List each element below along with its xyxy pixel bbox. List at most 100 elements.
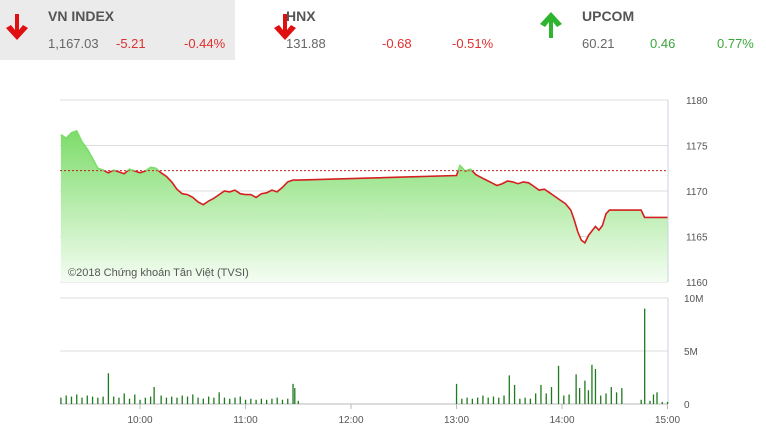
volume-bar <box>578 388 581 404</box>
volume-bar <box>487 397 489 404</box>
volume-bar <box>287 398 289 404</box>
volume-bar <box>123 393 125 404</box>
volume-bar <box>207 396 210 404</box>
volume-bar <box>244 399 247 404</box>
index-vnindex[interactable]: VN INDEX 1,167.03 -5.21 -0.44% <box>0 0 235 60</box>
volume-bar <box>297 400 299 404</box>
volume-bar <box>86 395 88 404</box>
volume-bar <box>519 398 521 404</box>
index-name: HNX <box>286 8 316 24</box>
volume-bar <box>223 397 226 404</box>
volume-bar <box>134 394 136 404</box>
index-percent: -0.44% <box>184 36 226 51</box>
volume-bar <box>656 392 658 404</box>
volume-bar <box>186 396 189 404</box>
volume-bar <box>271 398 273 404</box>
index-value: 1,167.03 <box>48 36 99 51</box>
volume-bar <box>557 365 560 404</box>
index-hnx[interactable]: HNX 131.88 -0.68 -0.51% <box>268 0 503 60</box>
time-tick-label: 10:00 <box>127 415 152 426</box>
volume-tick-label: 5M <box>684 347 698 358</box>
volume-bar <box>594 369 597 404</box>
volume-bar <box>91 396 94 404</box>
volume-bar <box>139 399 141 404</box>
volume-bar <box>260 398 263 404</box>
volume-bar <box>276 397 278 404</box>
volume-bar <box>97 397 99 404</box>
volume-bar <box>508 375 510 404</box>
volume-bar <box>70 396 73 404</box>
volume-bar <box>535 393 537 404</box>
volume-bar <box>575 374 577 404</box>
price-tick-label: 1165 <box>686 233 708 244</box>
index-change: -5.21 <box>116 36 146 51</box>
time-tick-label: 13:00 <box>444 415 469 426</box>
volume-bar <box>466 397 468 404</box>
index-change: 0.46 <box>650 36 676 51</box>
volume-bar <box>181 395 183 404</box>
volume-bar <box>545 393 547 404</box>
volume-bar <box>482 395 484 404</box>
volume-bar <box>503 395 505 404</box>
price-tick-label: 1175 <box>686 142 708 153</box>
volume-bar <box>649 400 651 404</box>
volume-bar <box>587 390 590 404</box>
index-header: VN INDEX 1,167.03 -5.21 -0.44% HNX 131.8… <box>0 0 766 60</box>
volume-bar <box>492 396 495 404</box>
index-change: -0.68 <box>382 36 412 51</box>
volume-bar <box>81 397 83 404</box>
volume-bar <box>524 397 526 404</box>
price-tick-label: 1160 <box>686 278 708 289</box>
volume-bar <box>229 398 231 404</box>
index-percent: -0.51% <box>452 36 494 51</box>
volume-bar <box>176 397 178 404</box>
volume-bar <box>128 398 131 404</box>
arrow-down-icon <box>274 14 296 40</box>
time-tick-label: 15:00 <box>655 415 680 426</box>
index-upcom[interactable]: UPCOM 60.21 0.46 0.77% <box>534 0 766 60</box>
index-value: 60.21 <box>582 36 615 51</box>
volume-bar <box>102 396 104 404</box>
volume-bar <box>153 387 155 404</box>
volume-bar <box>149 396 152 404</box>
volume-bar <box>661 401 663 404</box>
volume-bar <box>540 384 542 404</box>
watermark: ©2018 Chứng khoán Tân Việt (TVSI) <box>68 267 249 279</box>
price-area <box>60 130 668 282</box>
volume-bar <box>281 399 284 404</box>
volume-bar <box>113 396 115 404</box>
time-tick-label: 14:00 <box>549 415 574 426</box>
volume-bar <box>644 308 646 404</box>
volume-bar <box>239 396 241 404</box>
arrow-up-icon <box>540 12 562 38</box>
volume-bar <box>455 383 458 404</box>
volume-bar <box>666 401 669 404</box>
volume-bar <box>213 397 215 404</box>
volume-bar <box>600 395 602 404</box>
volume-bar <box>250 398 252 404</box>
volume-bar <box>605 393 607 404</box>
price-tick-label: 1180 <box>686 96 708 107</box>
volume-bar <box>118 397 120 404</box>
volume-bar <box>591 364 593 404</box>
index-percent: 0.77% <box>717 36 754 51</box>
index-name: UPCOM <box>582 8 635 24</box>
volume-bar <box>513 384 516 404</box>
volume-bar <box>477 397 479 404</box>
volume-bar <box>294 388 296 404</box>
volume-bar <box>471 398 474 404</box>
volume-bar <box>563 395 565 404</box>
volume-bar <box>160 395 162 404</box>
time-tick-label: 11:00 <box>233 415 258 426</box>
volume-bar <box>202 398 204 404</box>
volume-bar <box>652 394 655 404</box>
volume-bar <box>65 395 67 404</box>
volume-bar <box>107 373 110 404</box>
volume-bar <box>584 380 586 404</box>
volume-bar <box>234 397 236 404</box>
volume-bar <box>610 387 612 404</box>
volume-bar <box>60 397 62 404</box>
index-name: VN INDEX <box>48 8 115 24</box>
volume-tick-label: 0 <box>684 400 690 411</box>
